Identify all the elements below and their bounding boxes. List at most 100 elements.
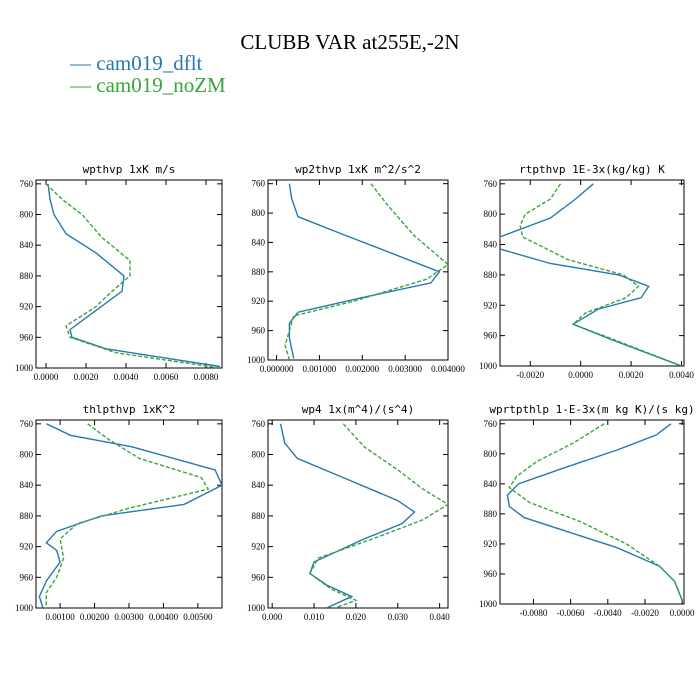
panel-title: rtpthvp 1E-3x(kg/kg) K	[519, 163, 665, 176]
legend-label-nozm: cam019_noZM	[96, 73, 226, 97]
y-tick-label: 1000	[15, 363, 34, 373]
legend-marker-nozm: —	[70, 73, 97, 97]
series-line-dflt	[500, 183, 682, 366]
x-tick-label: 0.0060	[154, 372, 179, 382]
panel-5: wp4 1x(m^4)/(s^4)76080084088092096010000…	[247, 403, 450, 622]
x-tick-label: -0.0020	[516, 370, 544, 380]
y-tick-label: 960	[252, 572, 266, 582]
plot-frame	[35, 179, 223, 369]
legend-item-nozm: — cam019_noZM	[70, 74, 226, 96]
x-tick-label: -0.0060	[557, 608, 585, 618]
x-tick-label: 0.0020	[74, 372, 99, 382]
x-tick-label: 0.00300	[114, 612, 144, 622]
series-line-dflt	[506, 423, 683, 601]
y-tick-label: 920	[484, 300, 498, 310]
y-tick-label: 760	[20, 419, 34, 429]
y-tick-label: 1000	[247, 355, 266, 365]
y-tick-label: 840	[484, 240, 498, 250]
series-line-dflt	[288, 183, 441, 359]
y-tick-label: 960	[252, 326, 266, 336]
legend-label-dflt: cam019_dflt	[96, 51, 203, 75]
panel-title: wprtpthlp 1-E-3x(m kg K)/(s kg)	[489, 403, 694, 416]
y-tick-label: 800	[252, 450, 266, 460]
series-line-dflt	[279, 423, 416, 608]
panel-title: wp4 1x(m^4)/(s^4)	[302, 403, 415, 416]
series-line-nozm	[45, 423, 210, 608]
x-tick-label: 0.002000	[345, 364, 379, 374]
y-tick-label: 800	[20, 450, 34, 460]
y-tick-label: 880	[252, 267, 266, 277]
y-tick-label: 1000	[247, 603, 266, 613]
y-tick-label: 1000	[15, 603, 34, 613]
series-line-nozm	[308, 423, 448, 608]
y-tick-label: 800	[484, 449, 498, 459]
x-tick-label: 0.0020	[619, 370, 644, 380]
y-tick-label: 880	[20, 511, 34, 521]
x-tick-label: 0.040	[430, 612, 451, 622]
x-tick-label: 0.000	[262, 612, 283, 622]
legend-item-dflt: — cam019_dflt	[70, 52, 226, 74]
plot-frame	[499, 179, 685, 367]
series-line-nozm	[519, 183, 682, 366]
series-line-nozm	[508, 423, 683, 601]
x-tick-label: 0.00100	[45, 612, 75, 622]
y-tick-label: 960	[20, 332, 34, 342]
y-tick-label: 760	[252, 179, 266, 189]
x-tick-label: 0.0000	[568, 370, 593, 380]
panel-title: wpthvp 1xK m/s	[83, 163, 176, 176]
y-tick-label: 880	[484, 509, 498, 519]
x-tick-label: 0.020	[346, 612, 367, 622]
x-tick-label: 0.000000	[260, 364, 294, 374]
legend: — cam019_dflt — cam019_noZM	[70, 52, 226, 96]
y-tick-label: 840	[484, 479, 498, 489]
y-tick-label: 920	[252, 542, 266, 552]
y-tick-label: 800	[484, 209, 498, 219]
y-tick-label: 800	[20, 210, 34, 220]
series-line-dflt	[38, 423, 222, 608]
plot-frame	[267, 179, 449, 361]
y-tick-label: 760	[252, 419, 266, 429]
y-tick-label: 840	[20, 480, 34, 490]
y-tick-label: 920	[484, 539, 498, 549]
y-tick-label: 960	[20, 572, 34, 582]
x-tick-label: 0.004000	[431, 364, 465, 374]
x-tick-label: 0.010	[304, 612, 325, 622]
x-tick-label: 0.0000	[34, 372, 59, 382]
plot-frame	[267, 419, 449, 609]
y-tick-label: 760	[484, 179, 498, 189]
series-line-nozm	[284, 183, 448, 360]
y-tick-label: 920	[20, 302, 34, 312]
y-tick-label: 880	[252, 511, 266, 521]
x-tick-label: 0.00500	[183, 612, 213, 622]
y-tick-label: 760	[484, 419, 498, 429]
y-tick-label: 840	[20, 240, 34, 250]
x-tick-label: 0.001000	[303, 364, 337, 374]
y-tick-label: 880	[484, 270, 498, 280]
figure-title: CLUBB VAR at255E,-2N	[240, 30, 460, 54]
panel-2: wp2thvp 1xK m^2/s^2 760 800 840 880 920 960 100…	[247, 163, 465, 374]
x-tick-label: 0.030	[388, 612, 409, 622]
x-tick-label: -0.0040	[594, 608, 622, 618]
x-tick-label: -0.0020	[631, 608, 659, 618]
x-tick-label: 0.0080	[194, 372, 219, 382]
panel-3: rtpthvp 1E-3x(kg/kg) K 760 800 840 880 920 960…	[479, 163, 694, 380]
x-tick-label: 0.0040	[669, 370, 694, 380]
y-tick-label: 880	[20, 271, 34, 281]
series-line-dflt	[47, 183, 221, 368]
y-tick-label: 960	[484, 331, 498, 341]
x-tick-label: 0.0040	[114, 372, 139, 382]
plot-frame	[499, 419, 685, 605]
x-tick-label: -0.0080	[520, 608, 548, 618]
y-tick-label: 1000	[479, 599, 498, 609]
legend-marker-dflt: —	[70, 51, 97, 75]
y-tick-label: 920	[252, 296, 266, 306]
panel-6: wprtpthlp 1-E-3x(m kg K)/(s kg) 760 800 840…	[479, 403, 695, 618]
x-tick-label: 0.00200	[80, 612, 110, 622]
x-tick-label: 0.0000	[670, 608, 695, 618]
y-tick-label: 760	[20, 179, 34, 189]
y-tick-label: 920	[20, 542, 34, 552]
panel-1: wpthvp 1xK m/s76080084088092096010000.00…	[15, 163, 223, 382]
y-tick-label: 960	[484, 569, 498, 579]
panel-title: wp2thvp 1xK m^2/s^2	[295, 163, 421, 176]
